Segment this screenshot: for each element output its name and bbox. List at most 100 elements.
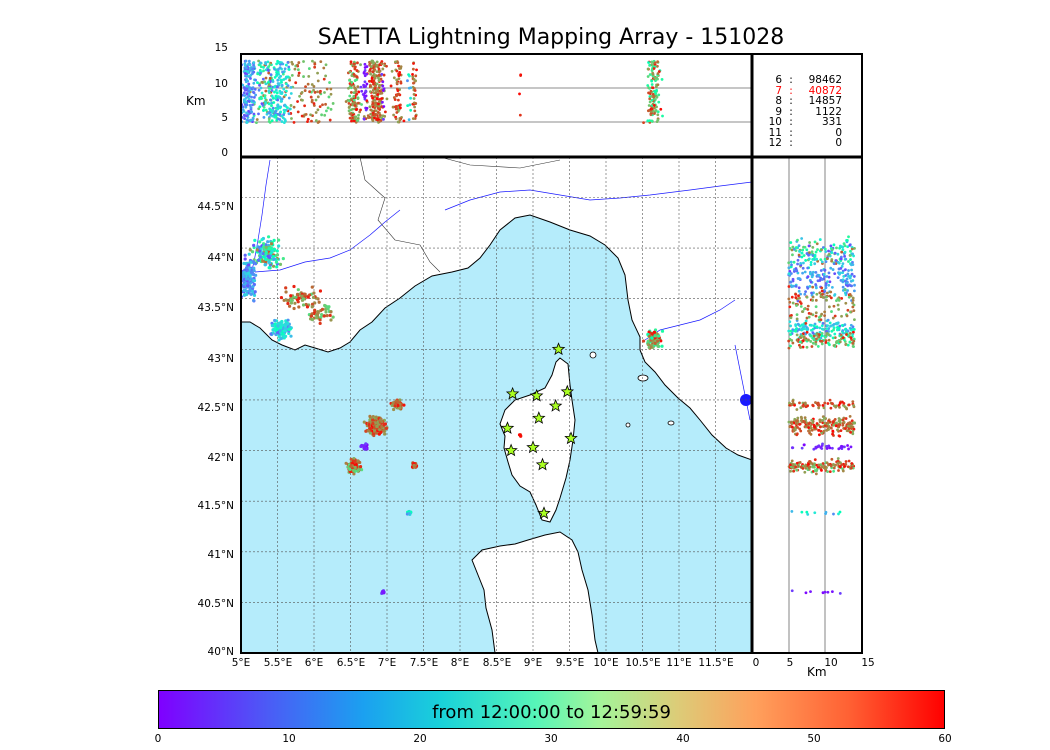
lightning-source-lat-alt <box>848 331 852 335</box>
plan-view-scatter <box>241 235 665 595</box>
lightning-source-lat-alt <box>825 295 829 299</box>
lightning-source <box>325 314 329 318</box>
lightning-source-lat-alt <box>849 336 853 340</box>
lightning-source-lat-alt <box>794 246 798 249</box>
lightning-source-lat-alt <box>804 338 807 342</box>
lightning-source-lat-alt <box>849 445 853 449</box>
lightning-source-alt-lon <box>398 118 402 122</box>
lightning-source <box>356 459 360 463</box>
lightning-source-alt-lon <box>654 85 658 89</box>
lightning-source <box>279 325 283 330</box>
lightning-source-alt-lon <box>369 72 372 76</box>
lightning-source-alt-lon <box>646 75 650 78</box>
lightning-source <box>267 247 271 251</box>
lightning-source-alt-lon <box>293 67 297 71</box>
lightning-source-alt-lon <box>378 83 382 87</box>
lightning-source <box>382 423 386 427</box>
lightning-source-lat-alt <box>815 422 819 425</box>
lightning-source-lat-alt <box>827 338 831 342</box>
lon-tick: 7.5°E <box>409 657 439 669</box>
lightning-source-lat-alt <box>823 257 827 261</box>
lightning-source <box>346 465 350 469</box>
lightning-source-lat-alt <box>827 444 831 448</box>
lightning-source-lat-alt <box>809 280 813 284</box>
lightning-source-lat-alt <box>835 404 838 408</box>
lightning-source-alt-lon <box>349 112 353 116</box>
lightning-source-alt-lon <box>383 110 387 114</box>
lightning-source-lat-alt <box>792 429 796 433</box>
lightning-source-lat-alt <box>846 272 850 276</box>
lightning-source-lat-alt <box>842 401 846 405</box>
lightning-source-alt-lon <box>258 61 262 65</box>
lightning-source-lat-alt <box>832 469 836 473</box>
lightning-source-lat-alt <box>799 262 803 265</box>
lightning-source-lat-alt <box>799 305 803 308</box>
lightning-source <box>279 295 284 300</box>
lightning-source-lat-alt <box>823 247 827 251</box>
lightning-source-alt-lon <box>254 93 258 97</box>
lightning-source-lat-alt <box>802 261 805 265</box>
lon-tick: 7°E <box>377 657 397 669</box>
lightning-source-lat-alt <box>824 512 827 516</box>
lightning-source-lat-alt <box>824 283 828 287</box>
lightning-source-lat-alt <box>811 421 815 425</box>
lightning-source-alt-lon <box>267 71 271 75</box>
lightning-source-alt-lon <box>241 105 245 109</box>
lightning-source-alt-lon <box>349 60 353 64</box>
lightning-source-alt-lon <box>260 91 264 95</box>
lightning-source <box>248 248 252 252</box>
lightning-source-lat-alt <box>795 338 799 342</box>
lightning-source-alt-lon <box>278 118 282 121</box>
lightning-source-alt-lon <box>287 68 291 71</box>
lightning-source-lat-alt <box>845 281 849 285</box>
lightning-source-lat-alt <box>848 292 852 296</box>
lightning-source <box>305 305 310 309</box>
lightning-source-lat-alt <box>808 429 811 433</box>
lightning-source-lat-alt <box>805 316 809 320</box>
lightning-source-lat-alt <box>795 317 799 321</box>
lightning-source-alt-lon <box>373 84 377 88</box>
lightning-source-lat-alt <box>797 286 801 290</box>
lightning-source-lat-alt <box>841 336 845 340</box>
lightning-source-lat-alt <box>848 276 852 280</box>
lightning-source-alt-lon <box>284 82 288 86</box>
lightning-source-alt-lon <box>319 60 323 64</box>
lightning-source-lat-alt <box>797 277 801 280</box>
lightning-source <box>260 237 264 242</box>
lightning-source-alt-lon <box>276 105 280 109</box>
lightning-source-alt-lon <box>351 107 354 111</box>
lightning-source <box>247 252 251 256</box>
lightning-source-lat-alt <box>807 253 810 257</box>
lightning-source-lat-alt <box>847 447 850 451</box>
lon-tick: 9°E <box>523 657 543 669</box>
lightning-source-alt-lon <box>283 67 287 71</box>
lightning-source-lat-alt <box>800 255 804 259</box>
lightning-source-alt-lon <box>655 76 658 80</box>
lightning-source-lat-alt <box>820 260 824 264</box>
lightning-source-lat-alt <box>829 406 833 410</box>
lightning-source-alt-lon <box>258 105 262 109</box>
lightning-source-lat-alt <box>852 339 856 343</box>
lightning-source-lat-alt <box>839 418 842 422</box>
lightning-source-alt-lon <box>316 71 319 75</box>
lightning-source-alt-lon <box>245 84 249 88</box>
lightning-source-lat-alt <box>813 262 817 266</box>
lightning-source-alt-lon <box>352 72 356 76</box>
lightning-source-lat-alt <box>817 444 821 448</box>
lightning-source <box>641 339 646 343</box>
lightning-source <box>649 345 653 349</box>
lightning-source-lat-alt <box>846 289 850 292</box>
lightning-source-lat-alt <box>787 329 791 333</box>
lightning-source-alt-lon <box>395 69 399 73</box>
lightning-source-lat-alt <box>831 429 835 433</box>
lightning-source-alt-lon <box>652 67 656 70</box>
lightning-source <box>646 339 650 343</box>
lightning-source-lat-alt <box>820 324 824 328</box>
lightning-source-alt-lon <box>252 95 256 99</box>
lightning-source-alt-lon <box>381 100 384 104</box>
lightning-source <box>293 301 297 305</box>
lightning-source-lat-alt <box>846 308 850 312</box>
lightning-source <box>284 327 288 331</box>
lightning-source-alt-lon <box>354 108 358 112</box>
lightning-source-alt-lon <box>264 76 268 80</box>
